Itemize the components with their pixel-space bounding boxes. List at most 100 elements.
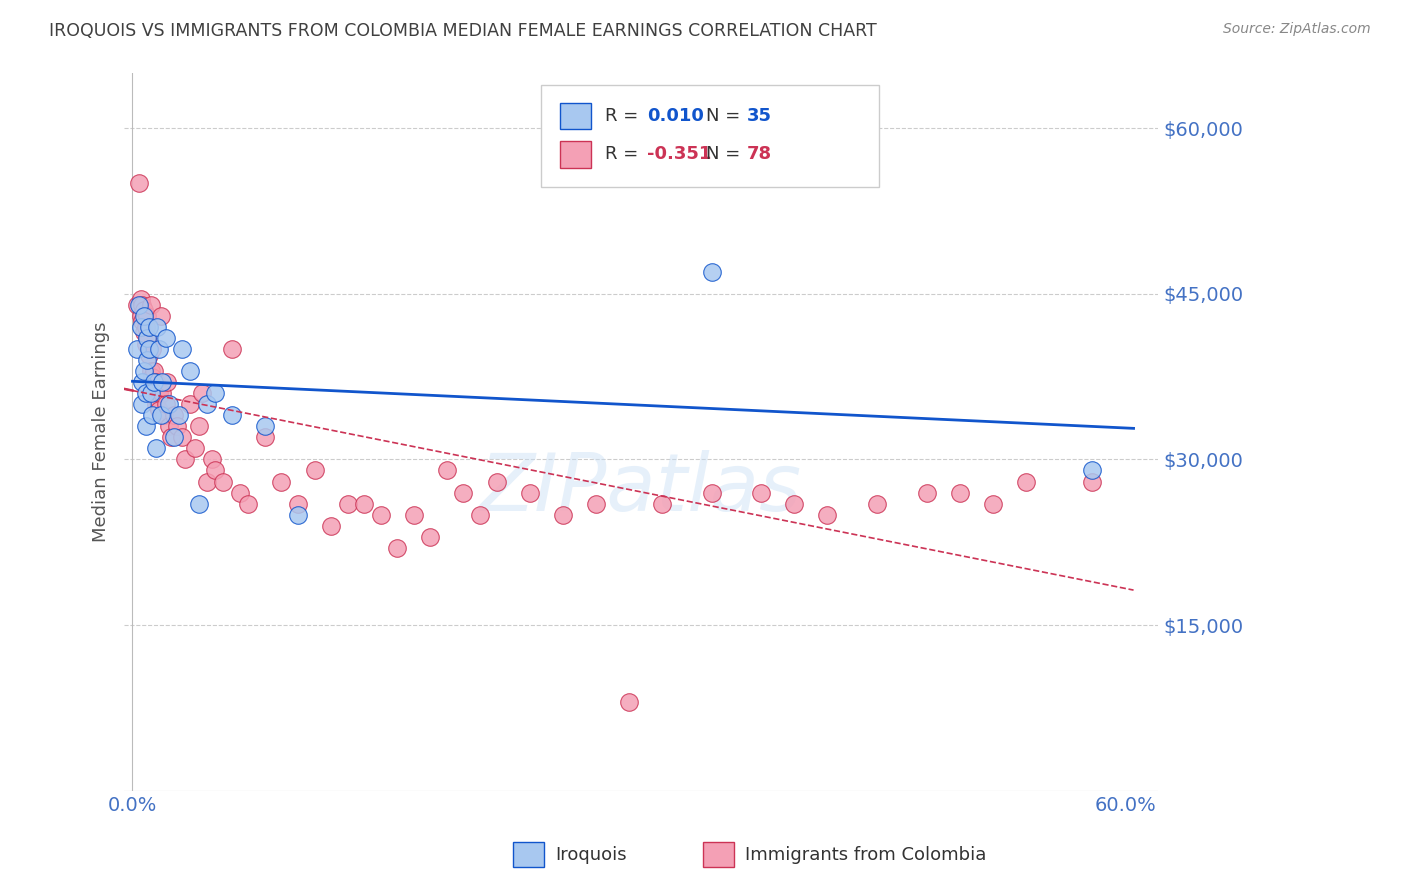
Point (238, 497, 260, 511)
Point (184, 442, 207, 456)
Point (135, 320, 157, 334)
Point (221, 409, 243, 423)
Point (485, 475, 508, 489)
Point (195, 397, 218, 411)
Point (143, 381, 166, 395)
Point (167, 409, 190, 423)
Point (353, 497, 375, 511)
Point (981, 497, 1004, 511)
Point (179, 364, 201, 378)
Point (136, 331, 159, 345)
Point (149, 309, 172, 323)
Point (136, 309, 159, 323)
Point (131, 314, 153, 328)
Point (132, 364, 155, 378)
Point (319, 518, 342, 533)
Point (132, 326, 155, 340)
Point (129, 293, 152, 307)
Point (163, 430, 186, 444)
Point (135, 419, 157, 434)
Point (150, 386, 173, 401)
Point (141, 369, 163, 384)
Point (141, 342, 163, 356)
Point (138, 347, 160, 361)
Point (138, 342, 160, 356)
Point (229, 485, 252, 500)
Text: N =: N = (706, 145, 745, 163)
Point (204, 463, 226, 477)
Point (139, 298, 162, 312)
Text: 78: 78 (747, 145, 772, 163)
Point (174, 452, 197, 467)
Point (253, 419, 276, 434)
Point (287, 497, 309, 511)
Point (201, 452, 224, 467)
Point (148, 402, 170, 417)
Point (436, 463, 458, 477)
Point (749, 485, 772, 500)
Point (127, 298, 149, 312)
Point (148, 342, 170, 356)
Text: 0.010: 0.010 (647, 107, 703, 125)
Point (221, 342, 243, 356)
Point (187, 419, 209, 434)
Text: Iroquois: Iroquois (555, 846, 627, 863)
Point (146, 386, 169, 401)
Point (153, 409, 176, 423)
Text: IROQUOIS VS IMMIGRANTS FROM COLOMBIA MEDIAN FEMALE EARNINGS CORRELATION CHART: IROQUOIS VS IMMIGRANTS FROM COLOMBIA MED… (49, 22, 877, 40)
Point (135, 386, 157, 401)
Point (163, 409, 186, 423)
Point (1081, 463, 1104, 477)
Point (131, 397, 153, 411)
Point (139, 364, 162, 378)
Point (172, 430, 194, 444)
Point (135, 336, 157, 351)
Point (204, 386, 226, 401)
Point (270, 475, 292, 489)
Point (287, 508, 309, 522)
Point (149, 409, 172, 423)
Point (866, 497, 889, 511)
Point (651, 497, 673, 511)
Point (817, 508, 839, 522)
Point (156, 375, 179, 389)
Text: ZIPatlas: ZIPatlas (481, 450, 803, 528)
Point (700, 485, 723, 500)
Point (145, 397, 167, 411)
Point (402, 508, 425, 522)
Y-axis label: Median Female Earnings: Median Female Earnings (93, 322, 110, 542)
Point (253, 430, 276, 444)
Point (132, 309, 155, 323)
Point (141, 409, 163, 423)
Point (370, 508, 392, 522)
Text: Immigrants from Colombia: Immigrants from Colombia (745, 846, 987, 863)
Point (1081, 475, 1104, 489)
Point (145, 442, 167, 456)
Point (127, 342, 149, 356)
Point (132, 303, 155, 318)
Point (146, 320, 169, 334)
Point (195, 475, 218, 489)
Point (551, 508, 574, 522)
Text: 35: 35 (747, 107, 772, 125)
Point (468, 508, 491, 522)
Point (145, 375, 167, 389)
Point (617, 695, 640, 709)
Point (131, 375, 153, 389)
Point (128, 298, 150, 312)
Point (143, 375, 166, 389)
Point (129, 320, 152, 334)
Point (304, 463, 326, 477)
Point (387, 541, 409, 555)
Point (146, 392, 169, 406)
Point (138, 342, 160, 356)
Point (136, 353, 159, 368)
Point (139, 386, 162, 401)
Point (336, 497, 359, 511)
Point (212, 475, 235, 489)
Point (131, 298, 153, 312)
Point (172, 342, 194, 356)
Point (138, 320, 160, 334)
Point (148, 386, 170, 401)
Point (585, 497, 607, 511)
